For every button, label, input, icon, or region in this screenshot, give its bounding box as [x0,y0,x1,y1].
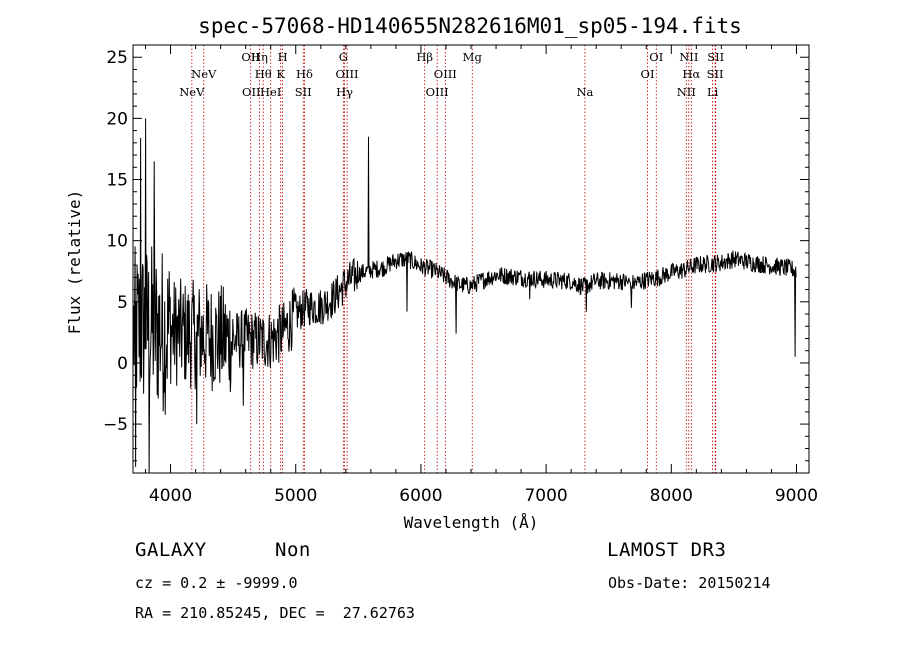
spectral-line-label: SII [707,67,724,81]
y-tick-label: 5 [117,293,128,313]
y-tick-label: 20 [106,109,128,129]
spectral-line-label: OII [242,85,261,99]
coordinates: RA = 210.85245, DEC = 27.62763 [135,604,415,622]
spectral-line-label: OI [649,50,663,64]
spectral-line-label: OIII [336,67,359,81]
object-subclass: Non [275,539,311,561]
spectral-line-label: SII [707,50,724,64]
spectral-line-label: Hα [682,67,700,81]
spectral-line-label: Hγ [336,85,353,99]
y-tick-label: 25 [106,48,128,68]
spectral-line-label: NII [679,50,698,64]
spectral-line-label: H [278,50,288,64]
spectral-line-label: Na [576,85,593,99]
spectral-line-label: OIII [434,67,457,81]
x-tick-label: 6000 [399,486,442,506]
y-axis-label: Flux (relative) [65,190,84,335]
spectral-line-label: OIII [426,85,449,99]
x-axis-label: Wavelength (Å) [404,513,539,532]
spectral-line-label: Mg [463,50,483,64]
spectral-line-label: G [339,50,348,64]
spectral-line-label: Hθ [255,67,272,81]
spectral-line-label: Li [707,85,719,99]
spectral-line-label: OI [641,67,655,81]
spectral-line-markers [191,45,717,473]
x-tick-label: 9000 [775,486,818,506]
x-tick-label: 7000 [524,486,567,506]
spectral-line-label: NeV [191,67,217,81]
spectral-line-label: SII [295,85,312,99]
y-tick-label: 10 [106,232,128,252]
y-axis-ticks: −5 0 5 10 15 20 25 [103,44,809,462]
y-tick-label: 0 [117,354,128,374]
x-tick-label: 4000 [149,486,192,506]
spectral-line-label: NII [677,85,696,99]
x-tick-label: 5000 [274,486,317,506]
redshift-cz: cz = 0.2 ± -9999.0 [135,574,298,592]
spectral-line-label: Hδ [296,67,313,81]
x-axis-ticks: 4000 5000 6000 7000 8000 9000 [145,45,818,506]
y-tick-label: 15 [106,171,128,191]
spectral-line-label: K [276,67,285,81]
object-type: GALAXY [135,539,207,561]
spectral-line-label: Hη [251,50,268,64]
spectral-line-label: OII [241,50,260,64]
y-tick-label: −5 [103,415,128,435]
spectral-line-label: HeI [260,85,281,99]
spectral-line-label: NeV [179,85,205,99]
spectrum-series-line [133,118,797,474]
chart-title: spec-57068-HD140655N282616M01_sp05-194.f… [198,14,742,38]
x-tick-label: 8000 [650,486,693,506]
observation-date: Obs-Date: 20150214 [608,574,771,592]
survey-label: LAMOST DR3 [607,539,727,561]
spectral-line-label: Hβ [416,50,433,64]
